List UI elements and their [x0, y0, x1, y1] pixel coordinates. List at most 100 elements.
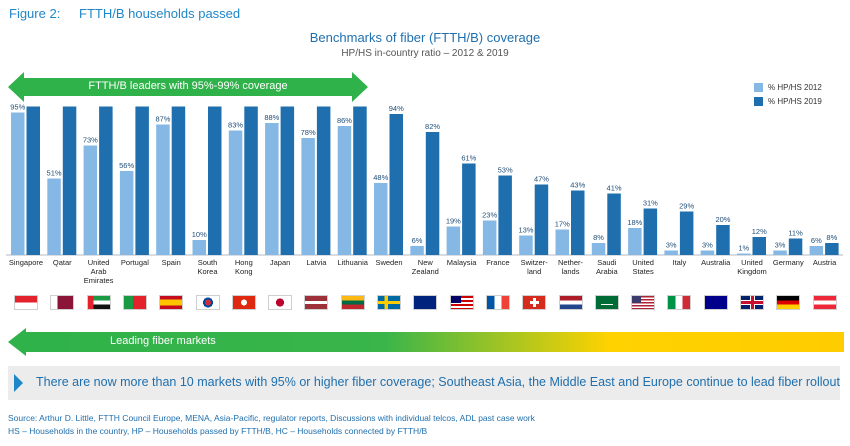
- category-label-4-0: Spain: [162, 258, 181, 267]
- data-label-2019-18: 29%: [679, 202, 694, 211]
- category-label-5-1: Korea: [197, 267, 218, 276]
- callout-box: There are now more than 10 markets with …: [8, 366, 840, 400]
- category-label-14-1: land: [527, 267, 541, 276]
- bar-2019-5: [208, 106, 222, 255]
- chart-subtitle: HP/HS in-country ratio – 2012 & 2019: [341, 48, 509, 59]
- data-label-2019-14: 47%: [534, 175, 549, 184]
- category-label-20-1: Kingdom: [737, 267, 767, 276]
- category-label-2-0: United: [88, 258, 110, 267]
- south-korea-flag: [195, 295, 220, 310]
- bar-2019-10: [389, 114, 403, 255]
- spain-flag: [159, 295, 184, 310]
- category-label-13-0: France: [486, 258, 509, 267]
- category-label-10-0: Sweden: [375, 258, 402, 267]
- bar-2019-2: [99, 106, 113, 255]
- bar-2019-0: [26, 106, 40, 255]
- japan-flag: [268, 295, 293, 310]
- united-kingdom-flag: [740, 295, 764, 310]
- bar-2012-6: [228, 130, 243, 255]
- legend-item-2019: % HP/HS 2019: [754, 94, 822, 108]
- austria-flag: [812, 295, 837, 310]
- data-label-2012-12: 19%: [446, 217, 461, 226]
- data-label-2019-10: 94%: [389, 104, 404, 113]
- bar-2019-19: [716, 225, 730, 255]
- leading-markets-arrow: [8, 328, 844, 356]
- bar-2012-10: [374, 183, 388, 255]
- bar-2012-22: [809, 246, 824, 255]
- bar-2012-9: [337, 126, 352, 255]
- data-label-2012-17: 18%: [627, 218, 642, 227]
- figure-number: Figure 2:: [9, 6, 61, 21]
- category-label-6-1: Kong: [235, 267, 253, 276]
- data-label-2012-4: 87%: [155, 115, 170, 124]
- category-label-19-0: Australia: [701, 258, 731, 267]
- legend-swatch-2019: [754, 96, 763, 106]
- category-label-0-0: Singapore: [9, 258, 43, 267]
- data-label-2012-6: 83%: [228, 121, 243, 130]
- lithuania-flag: [340, 295, 365, 310]
- category-label-8-0: Latvia: [306, 258, 327, 267]
- data-label-2012-11: 6%: [412, 236, 423, 245]
- category-label-9-0: Lithuania: [337, 258, 368, 267]
- united-states-flag: [631, 295, 656, 310]
- figure-heading: Figure 2: FTTH/B households passed: [9, 6, 240, 21]
- bar-chart: 95%Singapore51%Qatar73%UnitedArabEmirate…: [6, 103, 843, 285]
- bar-2012-0: [11, 112, 25, 255]
- netherlands-flag: [558, 295, 583, 310]
- category-label-20-0: United: [741, 258, 763, 267]
- qatar-flag: [50, 295, 75, 310]
- data-label-2012-2: 73%: [83, 136, 98, 145]
- callout-arrow-icon: [14, 374, 23, 392]
- bar-2012-8: [301, 138, 315, 255]
- leaders-double-arrow: [8, 72, 368, 102]
- bar-2019-6: [244, 106, 258, 255]
- bar-2019-17: [643, 208, 658, 255]
- category-label-2-1: Arab: [91, 267, 107, 276]
- chart-title: Benchmarks of fiber (FTTH/B) coverage: [309, 30, 541, 45]
- legend-swatch-2012: [754, 82, 763, 92]
- data-label-2012-10: 48%: [373, 173, 388, 182]
- definitions-note: HS – Households in the country, HP – Hou…: [8, 426, 428, 436]
- data-label-2012-0: 95%: [10, 103, 25, 112]
- data-label-2012-15: 17%: [555, 220, 570, 229]
- data-label-2019-13: 53%: [498, 166, 513, 175]
- category-label-11-1: Zealand: [412, 267, 439, 276]
- data-label-2012-18: 3%: [666, 241, 677, 250]
- bar-2019-4: [171, 106, 186, 255]
- data-label-2012-8: 78%: [301, 128, 316, 137]
- category-label-11-0: New: [418, 258, 434, 267]
- category-label-17-0: United: [632, 258, 654, 267]
- category-label-18-0: Italy: [673, 258, 687, 267]
- bar-2019-15: [571, 190, 585, 255]
- callout-text: There are now more than 10 markets with …: [36, 375, 840, 389]
- bar-2019-7: [280, 106, 295, 255]
- data-label-2012-19: 3%: [702, 241, 713, 250]
- bar-2012-4: [156, 124, 170, 255]
- bar-2019-12: [462, 163, 476, 255]
- bar-2019-9: [353, 106, 367, 255]
- bar-2012-21: [773, 250, 787, 255]
- uae-flag: [86, 295, 111, 310]
- malaysia-flag: [449, 295, 474, 310]
- bar-2012-12: [446, 226, 461, 255]
- bar-2019-22: [825, 243, 839, 255]
- figure-title: FTTH/B households passed: [79, 6, 241, 21]
- data-label-2012-20: 1%: [738, 244, 749, 253]
- bar-2012-3: [119, 171, 134, 255]
- data-label-2012-3: 56%: [119, 161, 134, 170]
- bar-2019-1: [62, 106, 77, 255]
- category-label-12-0: Malaysia: [447, 258, 477, 267]
- category-label-16-0: Saudi: [597, 258, 617, 267]
- category-label-7-0: Japan: [270, 258, 290, 267]
- legend-label-2012: % HP/HS 2012: [768, 82, 822, 92]
- singapore-flag: [14, 295, 38, 310]
- sweden-flag: [377, 295, 401, 310]
- bar-2012-15: [555, 229, 569, 255]
- category-label-14-0: Switzer-: [521, 258, 549, 267]
- australia-flag: [703, 295, 728, 310]
- data-label-2012-22: 6%: [811, 236, 822, 245]
- data-label-2012-7: 88%: [264, 113, 279, 122]
- bar-2019-13: [498, 175, 512, 255]
- leaders-banner: FTTH/B leaders with 95%-99% coverage: [8, 72, 368, 102]
- category-label-16-1: Arabia: [596, 267, 619, 276]
